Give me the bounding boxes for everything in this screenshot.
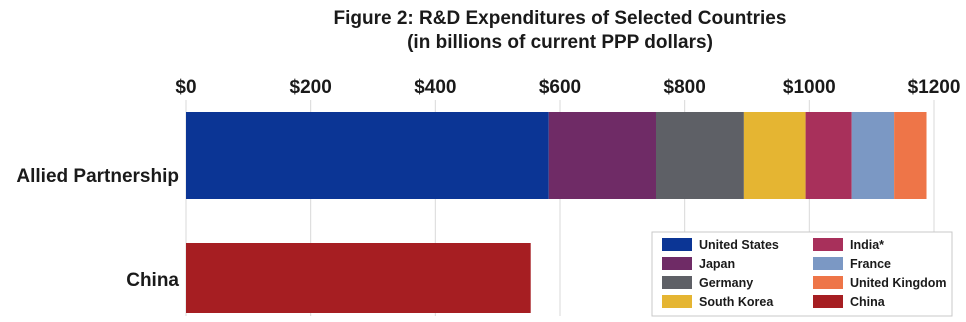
legend-swatch bbox=[662, 257, 692, 270]
category-label: China bbox=[126, 270, 179, 291]
legend-swatch bbox=[662, 295, 692, 308]
category-label: Allied Partnership bbox=[16, 166, 179, 187]
bar-segment: France bbox=[851, 112, 895, 199]
legend-label: United Kingdom bbox=[850, 276, 947, 290]
legend-label: South Korea bbox=[699, 295, 774, 309]
x-tick-label: $1200 bbox=[908, 77, 961, 98]
legend-swatch bbox=[662, 276, 692, 289]
legend: United States India* Japan France Germany Uni… bbox=[651, 231, 953, 317]
bar-segment: United Kingdom bbox=[894, 112, 927, 199]
bar-segment: Germany bbox=[655, 112, 744, 199]
x-axis-ticks: $0 $200 $400 $600 $800 $1000 $1200 bbox=[175, 77, 960, 98]
chart-subtitle: (in billions of current PPP dollars) bbox=[407, 32, 713, 53]
bar-segment: Japan bbox=[548, 112, 656, 199]
bar-segment: United States bbox=[186, 112, 549, 199]
x-tick-label: $800 bbox=[664, 77, 706, 98]
chart-title: Figure 2: R&D Expenditures of Selected C… bbox=[334, 8, 787, 29]
legend-swatch bbox=[813, 295, 843, 308]
bars: United StatesJapanGermanySouth KoreaIndi… bbox=[186, 112, 927, 313]
legend-swatch bbox=[813, 238, 843, 251]
legend-label: France bbox=[850, 257, 891, 271]
x-tick-label: $200 bbox=[290, 77, 332, 98]
bar-segment: China bbox=[186, 243, 531, 313]
legend-swatch bbox=[662, 238, 692, 251]
legend-label: China bbox=[850, 295, 886, 309]
x-tick-label: $1000 bbox=[783, 77, 836, 98]
legend-box bbox=[651, 231, 953, 317]
legend-label: India* bbox=[850, 238, 884, 252]
legend-swatch bbox=[813, 276, 843, 289]
bar-segment: South Korea bbox=[743, 112, 806, 199]
legend-label: Germany bbox=[699, 276, 753, 290]
x-tick-label: $0 bbox=[175, 77, 196, 98]
x-tick-label: $600 bbox=[539, 77, 581, 98]
bar-segment: India* bbox=[805, 112, 852, 199]
x-tick-label: $400 bbox=[414, 77, 456, 98]
legend-swatch bbox=[813, 257, 843, 270]
legend-label: Japan bbox=[699, 257, 735, 271]
legend-label: United States bbox=[699, 238, 779, 252]
category-labels: Allied Partnership China bbox=[16, 166, 179, 291]
